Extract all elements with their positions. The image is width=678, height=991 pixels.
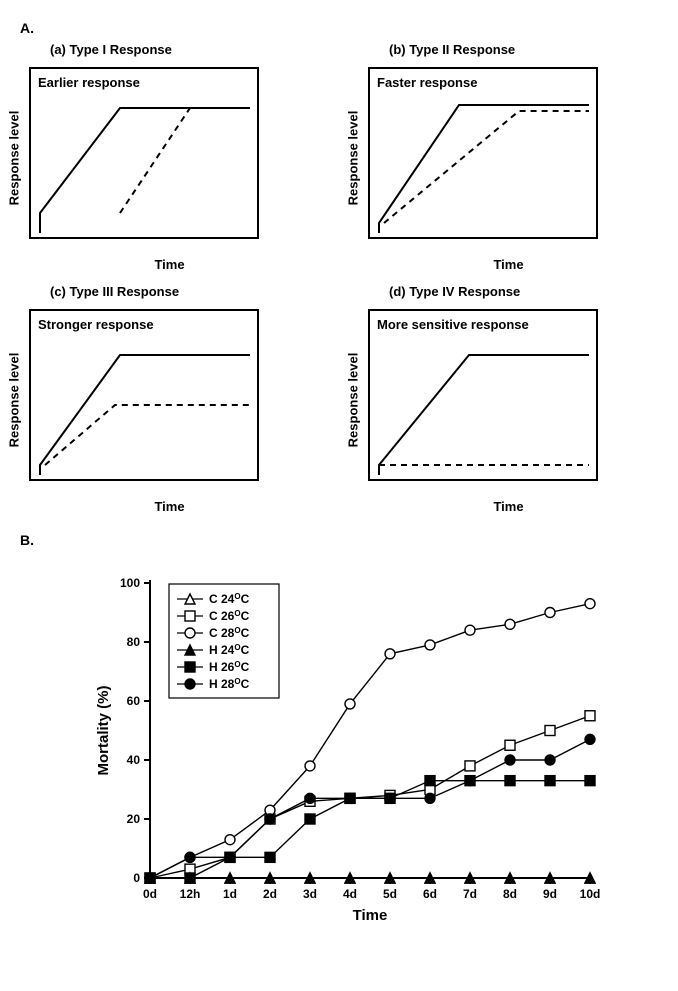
section-b: B. 0 20 40 60 80 100 0d 12h 1d 2d 3d 4d 5d 6d 7d 8d 9d 10… (20, 532, 658, 938)
panel-b-ylabel: Response level (346, 111, 361, 206)
panel-a-caption: Earlier response (38, 75, 140, 90)
panel-row-2: (c) Type III Response Response level Str… (20, 282, 658, 514)
svg-text:100: 100 (120, 576, 140, 590)
svg-text:C 28OC: C 28OC (209, 626, 250, 640)
panel-d-caption: More sensitive response (377, 317, 529, 332)
svg-text:6d: 6d (423, 887, 437, 901)
panel-a: (a) Type I Response Response level Earli… (20, 40, 319, 272)
svg-text:Time: Time (353, 907, 388, 924)
svg-text:8d: 8d (503, 887, 517, 901)
panel-c-caption: Stronger response (38, 317, 154, 332)
svg-text:C 26OC: C 26OC (209, 609, 250, 623)
svg-text:60: 60 (127, 694, 141, 708)
svg-text:0d: 0d (143, 887, 157, 901)
panel-b-title: (b) Type II Response (389, 42, 658, 57)
svg-text:0: 0 (133, 871, 140, 885)
panel-a-xlabel: Time (20, 257, 319, 272)
panel-b-chart: Response level Faster response (359, 63, 619, 253)
svg-text:1d: 1d (223, 887, 237, 901)
svg-text:2d: 2d (263, 887, 277, 901)
panel-c-title: (c) Type III Response (50, 284, 319, 299)
svg-text:H 24OC: H 24OC (209, 643, 250, 657)
svg-text:Mortality (%): Mortality (%) (95, 685, 112, 775)
svg-text:12h: 12h (180, 887, 201, 901)
svg-text:7d: 7d (463, 887, 477, 901)
panel-c-xlabel: Time (20, 499, 319, 514)
svg-text:H 26OC: H 26OC (209, 660, 250, 674)
panel-c-svg (20, 305, 270, 485)
panel-c-ylabel: Response level (7, 353, 22, 448)
svg-text:4d: 4d (343, 887, 357, 901)
svg-text:3d: 3d (303, 887, 317, 901)
mortality-svg: 0 20 40 60 80 100 0d 12h 1d 2d 3d 4d 5d 6d 7d 8d 9d 10d Mo… (90, 568, 610, 938)
panel-d-title: (d) Type IV Response (389, 284, 658, 299)
panel-a-ylabel: Response level (7, 111, 22, 206)
panel-c: (c) Type III Response Response level Str… (20, 282, 319, 514)
svg-text:9d: 9d (543, 887, 557, 901)
panel-d-chart: Response level More sensitive response (359, 305, 619, 495)
panel-d-svg (359, 305, 609, 485)
svg-text:20: 20 (127, 812, 141, 826)
panel-row-1: (a) Type I Response Response level Earli… (20, 40, 658, 272)
mortality-chart: 0 20 40 60 80 100 0d 12h 1d 2d 3d 4d 5d 6d 7d 8d 9d 10d Mo… (90, 568, 610, 938)
svg-text:80: 80 (127, 635, 141, 649)
panel-d: (d) Type IV Response Response level More… (359, 282, 658, 514)
panel-d-ylabel: Response level (346, 353, 361, 448)
panel-a-svg (20, 63, 270, 243)
panel-a-chart: Response level Earlier response (20, 63, 280, 253)
svg-text:5d: 5d (383, 887, 397, 901)
panel-b-xlabel: Time (359, 257, 658, 272)
panel-b-caption: Faster response (377, 75, 477, 90)
panel-d-xlabel: Time (359, 499, 658, 514)
section-b-label: B. (20, 532, 658, 548)
panel-c-chart: Response level Stronger response (20, 305, 280, 495)
svg-text:C 24OC: C 24OC (209, 592, 250, 606)
svg-text:H 28OC: H 28OC (209, 677, 250, 691)
svg-text:10d: 10d (580, 887, 601, 901)
panel-a-title: (a) Type I Response (50, 42, 319, 57)
panel-b: (b) Type II Response Response level Fast… (359, 40, 658, 272)
panel-b-svg (359, 63, 609, 243)
section-a-label: A. (20, 20, 658, 36)
svg-text:40: 40 (127, 753, 141, 767)
section-a: A. (a) Type I Response Response level Ea… (20, 20, 658, 514)
